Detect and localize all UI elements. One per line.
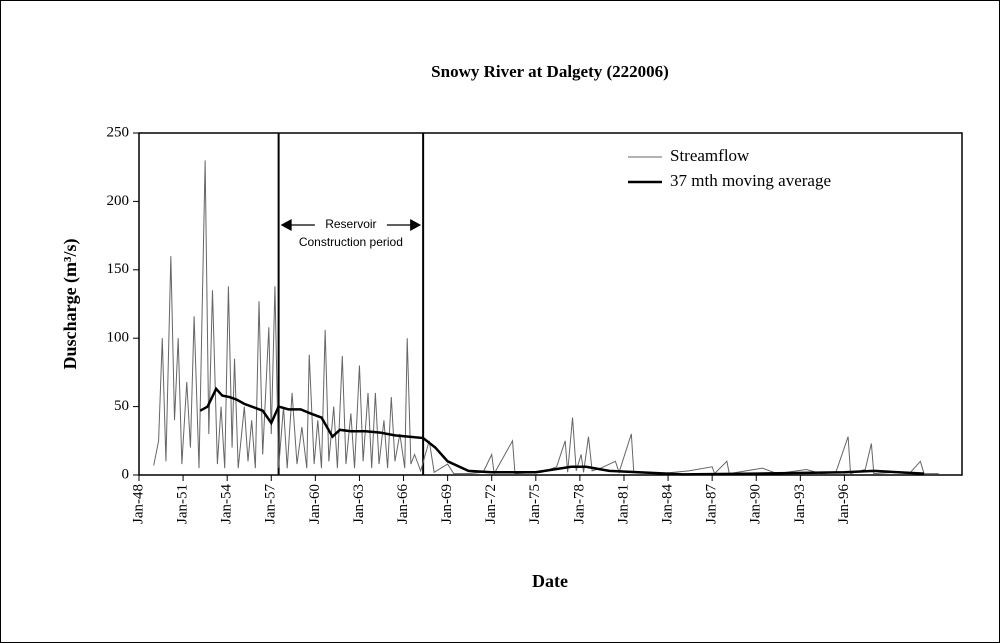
y-axis-label: Duscharge (m³/s) (60, 239, 81, 370)
x-tick-label: Jan-96 (836, 484, 852, 524)
x-tick-label: Jan-51 (175, 484, 191, 524)
x-axis-label: Date (532, 571, 568, 591)
x-tick-label: Jan-69 (439, 484, 455, 524)
y-tick-label: 150 (107, 261, 130, 277)
arrow-right-head (410, 219, 422, 231)
x-tick-label: Jan-54 (219, 484, 235, 524)
y-tick-label: 100 (107, 330, 130, 346)
x-tick-label: Jan-66 (395, 484, 411, 524)
x-tick-label: Jan-63 (351, 484, 367, 524)
x-tick-label: Jan-48 (130, 484, 146, 524)
arrow-left-head (280, 219, 292, 231)
chart-title: Snowy River at Dalgety (222006) (431, 62, 669, 81)
x-tick-label: Jan-60 (307, 484, 323, 524)
legend-label: Streamflow (670, 146, 750, 165)
x-tick-label: Jan-90 (748, 484, 764, 524)
legend-label: 37 mth moving average (670, 171, 831, 190)
x-tick-label: Jan-84 (660, 484, 676, 524)
x-tick-label: Jan-57 (263, 484, 279, 524)
x-tick-label: Jan-87 (704, 484, 720, 524)
annotation-text: Reservoir (325, 217, 376, 231)
y-tick-label: 0 (122, 466, 130, 482)
series-line (153, 160, 939, 476)
y-tick-label: 250 (107, 124, 130, 140)
x-tick-label: Jan-75 (527, 484, 543, 524)
annotation-text: Construction period (299, 235, 403, 249)
series-line (199, 386, 925, 476)
x-tick-label: Jan-78 (571, 484, 587, 524)
y-tick-label: 200 (107, 193, 130, 209)
x-tick-label: Jan-72 (483, 484, 499, 524)
y-tick-label: 50 (114, 398, 129, 414)
x-tick-label: Jan-93 (792, 484, 808, 524)
x-tick-label: Jan-81 (615, 484, 631, 524)
plot-area (138, 132, 963, 476)
